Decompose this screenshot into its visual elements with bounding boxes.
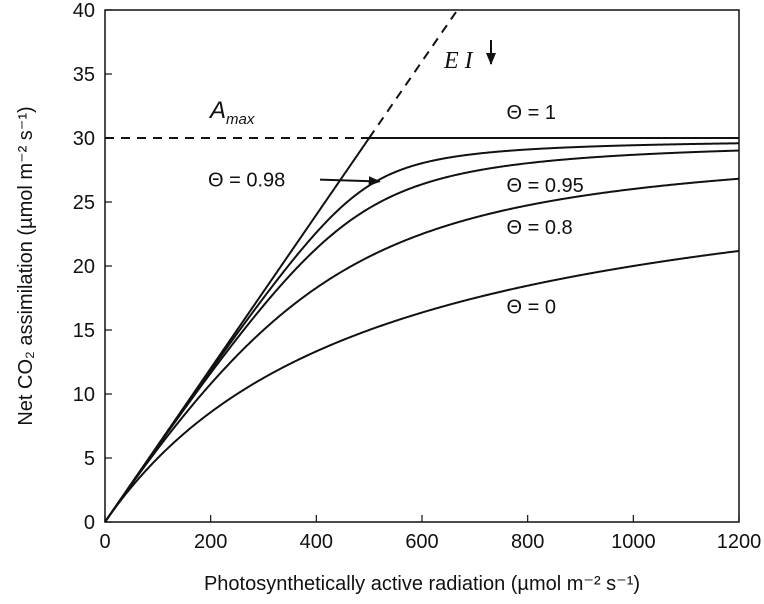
series-line-theta-0-95 (104, 149, 740, 523)
x-tick-label: 400 (300, 531, 333, 553)
x-tick-label: 1200 (717, 531, 762, 553)
y-tick-label: 20 (73, 256, 95, 278)
amax-label-main: A (208, 97, 226, 124)
series-label: Θ = 0.95 (507, 175, 584, 197)
series-line-theta-0 (104, 249, 740, 523)
x-axis-label: Photosynthetically active radiation (µmo… (204, 573, 640, 595)
x-tick-label: 800 (511, 531, 544, 553)
series-label: Θ = 0.8 (507, 217, 573, 239)
y-tick-label: 35 (73, 64, 95, 86)
y-tick-label: 0 (84, 512, 95, 534)
amax-label-sub: max (226, 111, 255, 128)
series-line-theta-1 (104, 137, 739, 523)
y-tick-label: 30 (73, 128, 95, 150)
x-tick-label: 200 (194, 531, 227, 553)
y-tick-label: 10 (73, 384, 95, 406)
x-tick-label: 0 (99, 531, 110, 553)
y-tick-label: 5 (84, 448, 95, 470)
axes-box (104, 9, 740, 523)
y-tick-label: 40 (73, 0, 95, 22)
theta-098-arrow (319, 176, 381, 187)
x-axis-ticks: 0 200 400 600 800 1000 1200 (99, 515, 761, 553)
amax-label: Amax (208, 97, 255, 128)
x-tick-label: 1000 (611, 531, 656, 553)
series-label: Θ = 0 (507, 296, 556, 318)
x-tick-label: 600 (405, 531, 438, 553)
reference-lines-layer (105, 9, 459, 139)
initial-slope-dashed-line (368, 9, 459, 139)
y-tick-label: 25 (73, 192, 95, 214)
y-tick-label: 15 (73, 320, 95, 342)
series-label: Θ = 1 (507, 102, 556, 124)
series-line-theta-0-8 (104, 177, 740, 523)
y-axis-label: Net CO₂ assimilation (µmol m⁻² s⁻¹) (15, 106, 37, 425)
initial-slope-label: E I (443, 48, 474, 74)
y-axis-ticks: 0 5 10 15 20 25 30 35 40 (73, 0, 112, 534)
plot-frame (104, 9, 740, 523)
curves-layer (104, 137, 740, 523)
annotations-layer: Θ = 1 Θ = 0.98 Θ = 0.95 Θ = 0.8 Θ = 0 Amax E I (208, 40, 584, 318)
series-label: Θ = 0.98 (208, 170, 285, 192)
series-line-theta-0-98 (104, 142, 740, 523)
